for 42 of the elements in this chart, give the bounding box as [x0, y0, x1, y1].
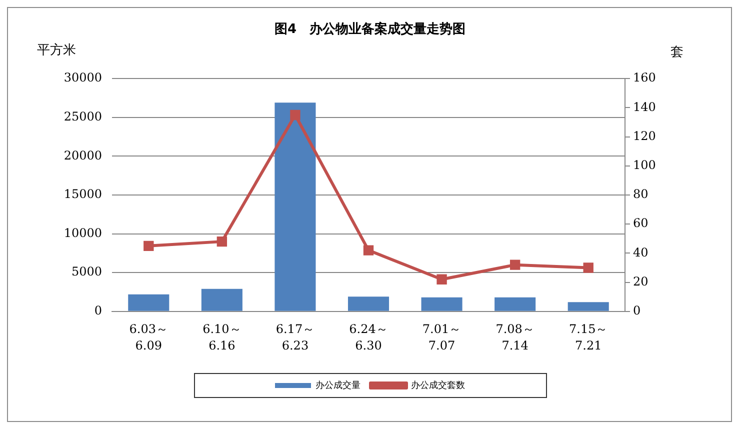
bar [201, 288, 242, 311]
y2-tick-label: 120 [633, 128, 656, 143]
y-tick-label: 30000 [64, 70, 102, 85]
x-tick-label: 7.08～ 7.14 [496, 322, 534, 353]
bar [274, 102, 316, 311]
point [510, 260, 520, 270]
y-tick-label: 25000 [64, 110, 102, 124]
x-tick-label: 6.03～ 6.09 [129, 322, 168, 353]
y-axis-title: 平方米 [37, 42, 76, 58]
y-tick-label: 15000 [64, 187, 102, 202]
y2-axis-title: 套 [670, 44, 684, 60]
y2-tick-label: 20 [633, 274, 648, 288]
y-tick-label: 20000 [64, 148, 102, 162]
y2-tick-label: 100 [633, 158, 656, 172]
point [583, 262, 594, 273]
y2-tick-label: 80 [633, 187, 648, 202]
y2-tick-label: 40 [633, 245, 648, 260]
bar [128, 294, 170, 311]
y2-tick-label: 0 [633, 304, 641, 318]
bar [494, 297, 536, 311]
y2-tick-label: 60 [633, 216, 648, 230]
point [363, 245, 374, 256]
point [436, 274, 447, 284]
chart-title: 图4 办公物业备案成交量走势图 [274, 21, 466, 38]
y-tick-label: 0 [94, 304, 102, 318]
bar [348, 296, 390, 311]
y-tick-label: 5000 [71, 264, 102, 279]
point [144, 240, 154, 252]
y2-tick-label: 160 [633, 70, 656, 85]
y2-tick-label: 140 [633, 100, 656, 114]
legend-label: 办公成交量 [316, 380, 360, 391]
point [216, 236, 228, 247]
legend-label: 办公成交套数 [411, 380, 465, 391]
bar [421, 297, 462, 311]
x-tick-label: 6.24～ 6.30 [349, 322, 388, 353]
point [290, 110, 300, 120]
y-tick-label: 10000 [64, 226, 102, 240]
x-tick-label: 7.01～ 7.07 [422, 322, 462, 353]
x-tick-label: 6.17～ 6.23 [276, 322, 315, 353]
x-tick-label: 6.10～ 6.16 [202, 322, 242, 353]
bar [568, 302, 609, 311]
x-tick-label: 7.15～ 7.21 [569, 322, 608, 353]
